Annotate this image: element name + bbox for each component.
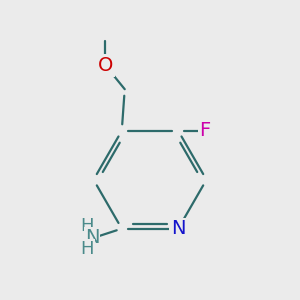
Text: O: O [98, 56, 113, 75]
Text: F: F [200, 121, 211, 140]
Text: N: N [85, 228, 99, 247]
Text: H: H [80, 217, 94, 235]
Text: H: H [80, 240, 94, 258]
Text: N: N [171, 219, 185, 238]
